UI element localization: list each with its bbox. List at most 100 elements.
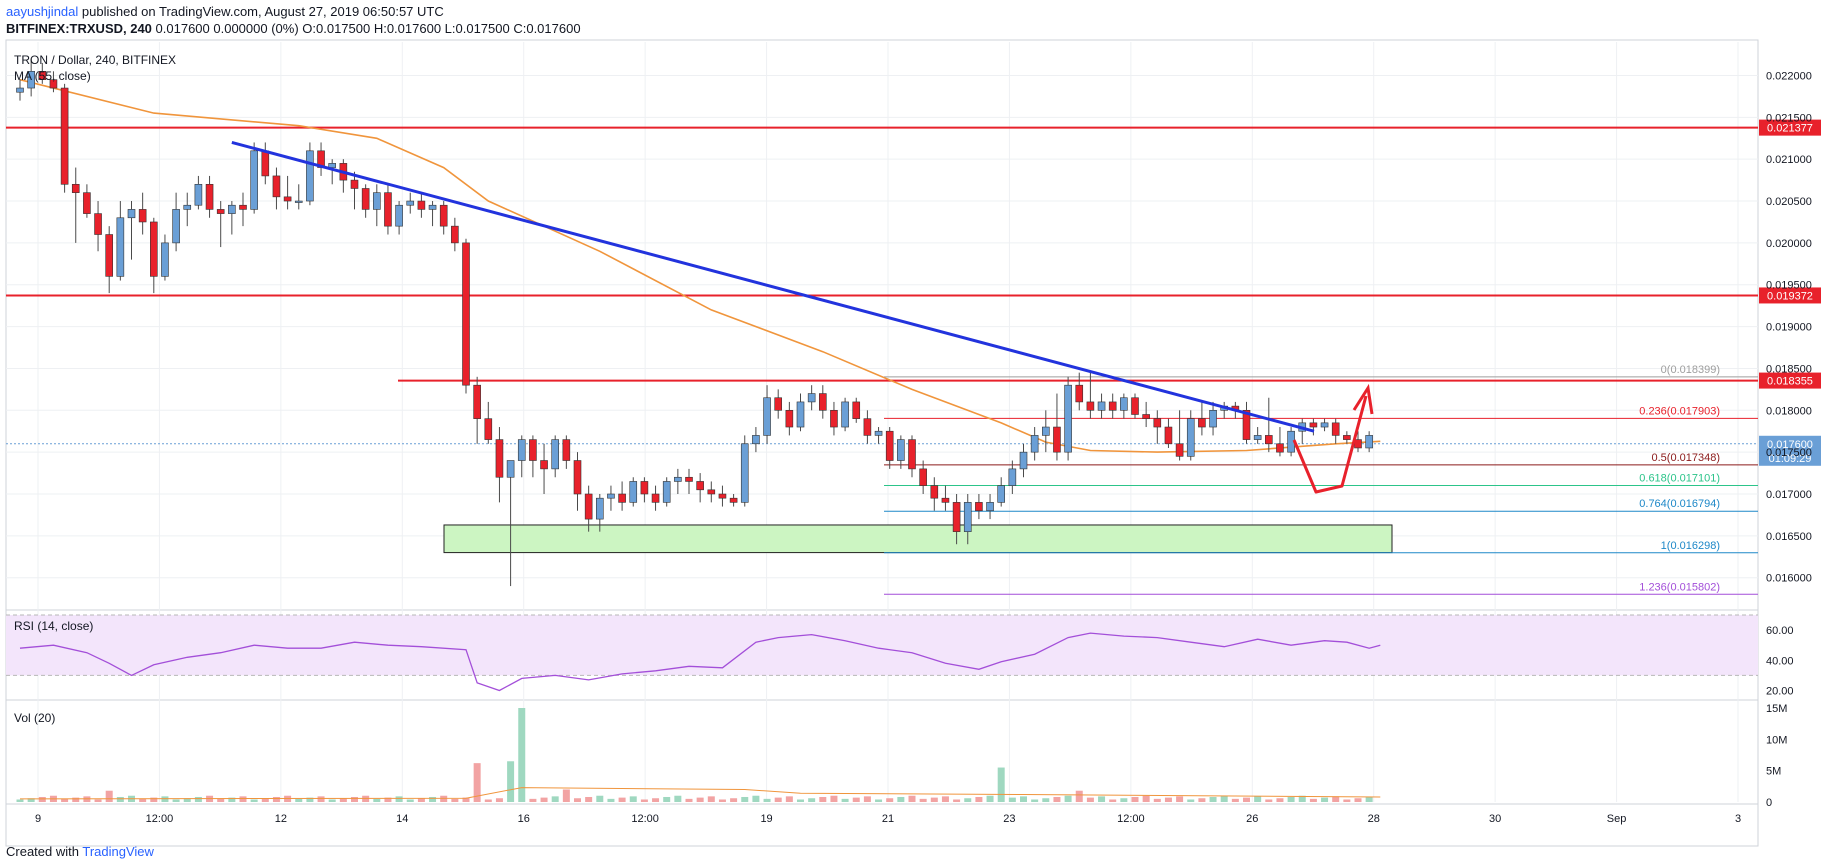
- price-tick-label: 0.021000: [1766, 154, 1812, 166]
- volume-bar: [495, 798, 503, 802]
- candle-body: [183, 204, 192, 210]
- candle-body: [852, 401, 861, 419]
- volume-bar: [875, 799, 883, 802]
- rsi-tick-label: 40.00: [1766, 655, 1794, 667]
- volume-bar: [295, 798, 303, 802]
- candle-body: [439, 204, 448, 227]
- time-tick-label: 19: [760, 813, 772, 825]
- volume-bar: [607, 798, 615, 802]
- candle-body: [529, 439, 537, 461]
- fibonacci-levels: 0(0.018399) 0.236(0.017903) 0.5(0.017348) 0…: [884, 364, 1758, 595]
- candle-body: [1108, 401, 1117, 411]
- candle-body: [796, 401, 805, 428]
- candle-body: [863, 418, 872, 436]
- candle-body: [774, 397, 783, 411]
- candle-body: [930, 485, 939, 499]
- candle-body: [874, 430, 883, 436]
- candle-body: [651, 493, 660, 503]
- price-tick-label: 0.019000: [1766, 322, 1812, 334]
- volume-bar: [718, 799, 726, 802]
- candle-body: [807, 393, 816, 403]
- candle-body: [1053, 426, 1061, 453]
- tradingview-link[interactable]: TradingView: [82, 844, 154, 859]
- candle-body: [16, 87, 24, 93]
- candle-body: [1030, 435, 1039, 453]
- publish-info: aayushjindal published on TradingView.co…: [6, 4, 444, 19]
- time-tick-label: 26: [1246, 813, 1258, 825]
- volume-bar: [1153, 798, 1161, 802]
- volume-bar: [194, 796, 202, 802]
- candle-body: [161, 242, 169, 277]
- candle-body: [38, 70, 47, 80]
- volume-bar: [774, 797, 782, 802]
- candle-body: [718, 493, 727, 499]
- candle-body: [1175, 443, 1184, 457]
- volume-bar: [417, 798, 425, 802]
- time-tick-label: 30: [1489, 813, 1501, 825]
- rsi-pane: 60.00 40.00 20.00: [6, 614, 1794, 697]
- price-tick-label: 0.019500: [1766, 280, 1812, 292]
- time-tick-label: 28: [1368, 813, 1380, 825]
- volume-bar: [852, 797, 860, 802]
- candle-body: [640, 481, 649, 495]
- volume-bar: [395, 796, 403, 802]
- volume-bar: [696, 797, 704, 802]
- volume-bar: [618, 797, 626, 802]
- candle-body: [294, 200, 303, 203]
- volume-bar: [986, 795, 994, 802]
- time-tick-label: Sep: [1607, 813, 1627, 825]
- volume-bar: [640, 799, 648, 802]
- candle-body: [963, 502, 972, 532]
- time-tick-label: 12:00: [1117, 813, 1145, 825]
- candle-body: [830, 409, 838, 428]
- volume-bar: [1187, 799, 1195, 802]
- candle-body: [462, 242, 470, 386]
- time-tick-label: 16: [518, 813, 530, 825]
- volume-bar: [61, 798, 69, 802]
- volume-bar: [1309, 798, 1317, 802]
- volume-bar: [763, 798, 771, 802]
- volume-bar: [328, 799, 336, 802]
- candle-body: [551, 439, 560, 470]
- volume-bar: [785, 796, 793, 802]
- candle-body: [306, 150, 314, 202]
- price-tick-label: 0.016000: [1766, 573, 1812, 585]
- volume-bar: [808, 798, 816, 802]
- candle-body: [60, 87, 69, 185]
- time-tick-label: 12:00: [631, 813, 659, 825]
- volume-bar: [217, 798, 225, 802]
- volume-bar: [964, 798, 972, 802]
- candle-body: [428, 204, 437, 210]
- price-tick-label: 0.017000: [1766, 489, 1812, 501]
- volume-bar: [451, 798, 459, 802]
- price-tick-label: 0.017500: [1766, 447, 1812, 459]
- volume-bar: [1198, 798, 1206, 802]
- volume-bar: [730, 798, 738, 802]
- trendline: [231, 140, 1315, 433]
- candle-body: [785, 409, 794, 428]
- volume-bar: [1086, 797, 1094, 802]
- candle-body: [752, 435, 760, 445]
- candle-body: [417, 200, 426, 210]
- price-axis-labels: 0.022000 0.021500 0.021000 0.020500 0.020000…: [1766, 70, 1812, 584]
- last-price-label: 0.017600: [1767, 439, 1813, 451]
- price-tick-label: 0.022000: [1766, 70, 1812, 82]
- resistance-price-tag: [1759, 119, 1821, 136]
- symbol-info: BITFINEX:TRXUSD, 240 0.017600 0.000000 (…: [6, 21, 581, 36]
- candle-body: [27, 70, 35, 89]
- volume-bar: [886, 798, 894, 802]
- volume-bar: [574, 798, 581, 802]
- volume-bar: [351, 796, 358, 802]
- rsi-legend: RSI (14, close): [14, 619, 93, 633]
- candle-body: [897, 439, 905, 461]
- fib-level-label: 0.764(0.016794): [1639, 498, 1720, 510]
- candle-body: [372, 192, 381, 210]
- candle-body: [406, 200, 415, 206]
- volume-bar: [484, 799, 492, 802]
- candle-body: [1320, 422, 1329, 428]
- volume-bar: [1254, 796, 1262, 802]
- volume-bar: [975, 796, 983, 802]
- author-link[interactable]: aayushjindal: [6, 4, 79, 19]
- price-tick-label: 0.018000: [1766, 405, 1812, 417]
